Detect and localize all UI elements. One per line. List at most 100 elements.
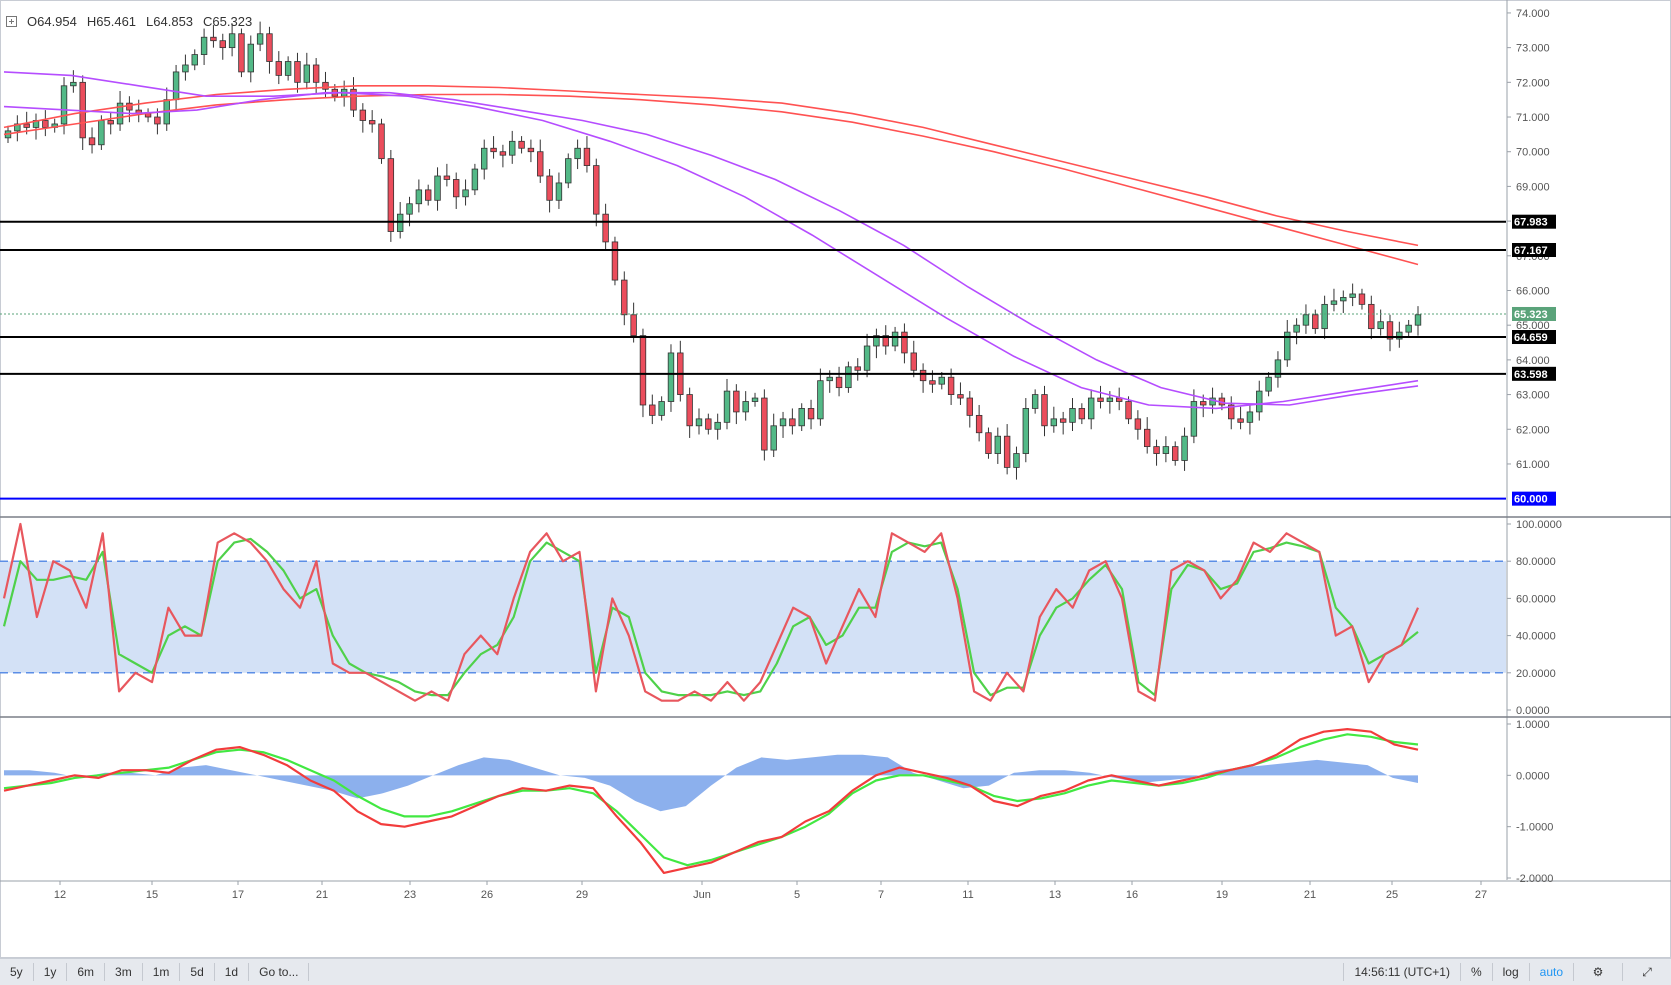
price-tick-label: 61.000 [1516, 459, 1550, 471]
candle-body [957, 394, 964, 399]
date-tick-label: 7 [878, 889, 884, 901]
candle-body [1256, 390, 1263, 413]
candle-body [1284, 331, 1291, 361]
date-tick-label: 25 [1386, 889, 1398, 901]
auto-scale-toggle[interactable]: auto [1528, 963, 1573, 981]
candle-body [1302, 314, 1310, 326]
candle-body [424, 189, 432, 201]
log-toggle[interactable]: log [1491, 963, 1529, 981]
stoch-tick-label: 80.0000 [1516, 556, 1556, 568]
level-price-label: 67.167 [1514, 245, 1548, 257]
candle-body [1172, 446, 1179, 461]
candle-body [1134, 418, 1142, 430]
level-price-tag [1512, 243, 1556, 258]
candle-body [751, 397, 759, 402]
price-tick-label: 69.000 [1516, 181, 1550, 193]
candle-body [882, 335, 889, 347]
range-6m-button[interactable]: 6m [67, 963, 106, 981]
candle-body [210, 36, 217, 42]
price-tick-label: 70.000 [1516, 147, 1550, 159]
range-3m-button[interactable]: 3m [105, 963, 143, 981]
moving-average-line [3, 93, 1419, 266]
candle-body [396, 213, 404, 232]
candle-body [1312, 314, 1319, 330]
candle-body [228, 33, 236, 49]
clock-timezone[interactable]: 14:56:11 (UTC+1) [1343, 963, 1460, 981]
candle-body [845, 366, 852, 389]
candle-body [1396, 331, 1403, 340]
candle-body [322, 81, 329, 90]
candle-body [312, 64, 320, 83]
candle-body [835, 376, 843, 389]
range-5d-button[interactable]: 5d [180, 963, 215, 981]
candle-body [723, 390, 731, 423]
date-tick-label: 5 [794, 889, 800, 901]
candle-body [658, 401, 665, 416]
go-to-button[interactable]: Go to... [249, 963, 310, 981]
candle-body [1377, 321, 1384, 330]
range-5y-button[interactable]: 5y [0, 963, 34, 981]
macd-signal-line [3, 733, 1419, 867]
candle-body [1003, 435, 1011, 468]
candle-body [1059, 418, 1067, 423]
level-price-label: 60.000 [1514, 494, 1548, 506]
macd-tick-label: -1.0000 [1516, 822, 1553, 834]
candle-body [518, 140, 525, 149]
candle-body [1078, 408, 1086, 420]
ohlc-header: O64.954 H65.461 L64.853 C65.323 [6, 14, 252, 29]
level-price-label: 63.598 [1514, 369, 1548, 381]
candle-body [966, 397, 973, 416]
candle-body [481, 147, 488, 170]
candle-body [938, 376, 945, 385]
candle-body [490, 147, 497, 153]
candle-body [284, 61, 292, 76]
candle-body [770, 425, 777, 451]
macd-tick-label: 1.0000 [1516, 719, 1550, 731]
candle-body [1125, 401, 1132, 420]
candle-body [1368, 303, 1375, 330]
candle-body [303, 64, 311, 83]
candle-body [1050, 418, 1058, 427]
moving-average-line [3, 71, 1419, 410]
range-1d-button[interactable]: 1d [215, 963, 250, 981]
candle-body [910, 352, 917, 371]
last-price-tag [1512, 306, 1556, 321]
settings-gear-icon[interactable]: ⚙ [1573, 963, 1622, 981]
fullscreen-icon[interactable]: ⤢ [1622, 963, 1671, 981]
candle-body [1190, 401, 1198, 437]
moving-average-line [3, 85, 1419, 247]
candle-body [1097, 397, 1104, 402]
expand-legend-icon[interactable] [6, 16, 17, 27]
range-1y-button[interactable]: 1y [34, 963, 68, 981]
candle-body [733, 390, 740, 413]
date-tick-label: 27 [1475, 889, 1487, 901]
macd-tick-label: -2.0000 [1516, 873, 1553, 885]
price-tick-label: 73.000 [1516, 43, 1550, 55]
range-1m-button[interactable]: 1m [143, 963, 181, 981]
candle-body [1069, 408, 1076, 423]
candle-body [555, 182, 563, 201]
chart-canvas[interactable]: 61.00062.00063.00064.00065.00066.00067.0… [0, 0, 1671, 958]
candle-body [200, 36, 208, 55]
candle-body [275, 61, 282, 76]
candle-body [154, 116, 161, 125]
candle-body [630, 314, 637, 336]
date-tick-label: 19 [1216, 889, 1228, 901]
candle-body [527, 147, 535, 153]
percent-toggle[interactable]: % [1459, 963, 1492, 981]
candle-body [88, 137, 96, 146]
candle-body [891, 331, 899, 347]
close-value: C65.323 [203, 14, 253, 29]
candle-body [387, 158, 395, 232]
candle-body [1237, 418, 1244, 423]
candle-body [368, 120, 376, 125]
stoch-tick-label: 0.0000 [1516, 705, 1550, 717]
date-tick-label: 13 [1049, 889, 1061, 901]
level-price-label: 64.659 [1514, 332, 1548, 344]
candle-body [1405, 324, 1412, 333]
macd-tick-label: 0.0000 [1516, 770, 1550, 782]
level-price-label: 67.983 [1514, 217, 1548, 229]
price-tick-label: 72.000 [1516, 77, 1550, 89]
candle-body [807, 408, 815, 420]
